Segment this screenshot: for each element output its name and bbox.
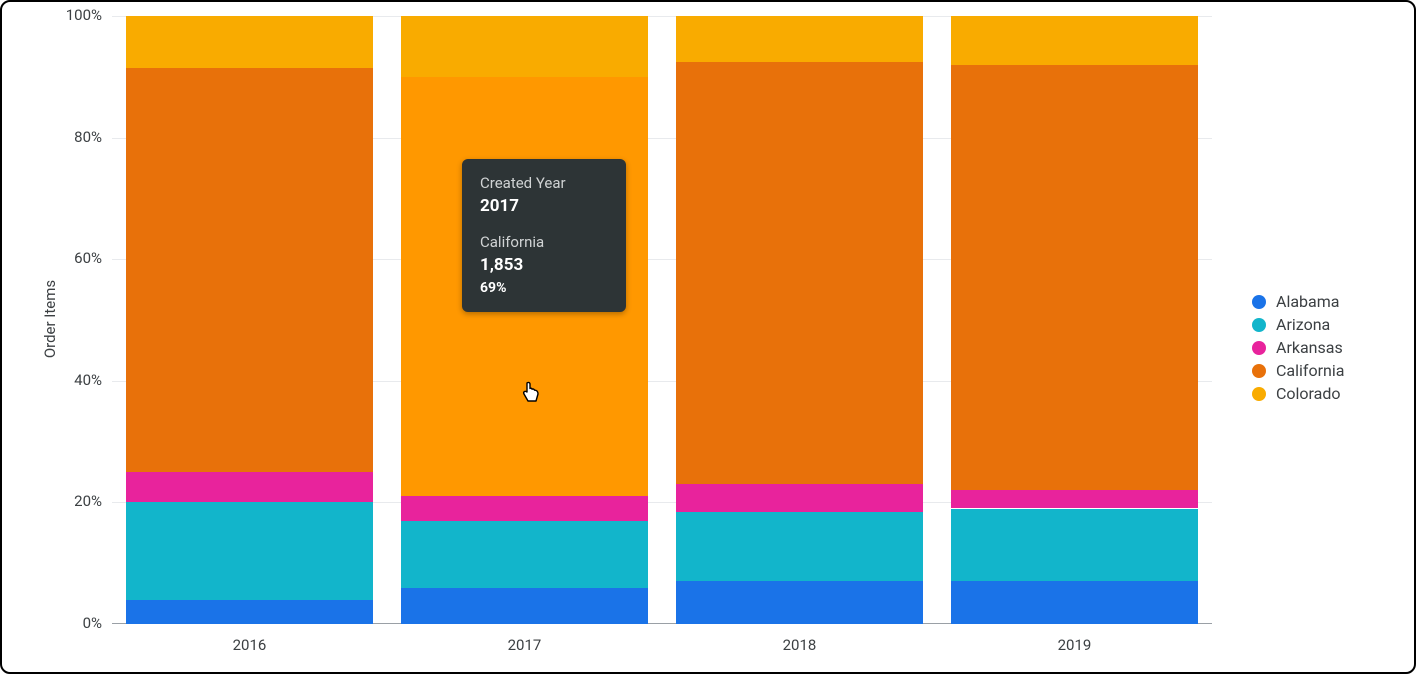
- legend-label: Arkansas: [1276, 338, 1343, 357]
- bar-segment[interactable]: [401, 588, 649, 624]
- legend-swatch: [1252, 364, 1266, 378]
- bar-segment[interactable]: [951, 509, 1199, 582]
- y-tick-label: 20%: [54, 492, 102, 510]
- bar-2017[interactable]: [401, 16, 649, 624]
- bar-segment[interactable]: [401, 521, 649, 588]
- y-tick-label: 40%: [54, 371, 102, 389]
- legend-label: Arizona: [1276, 315, 1330, 334]
- bar-segment[interactable]: [951, 581, 1199, 624]
- legend-item[interactable]: Alabama: [1252, 292, 1344, 311]
- tooltip-series-label: California: [480, 232, 608, 252]
- bar-segment[interactable]: [676, 484, 924, 511]
- tooltip-dim-value: 2017: [480, 195, 608, 218]
- bar-segment[interactable]: [676, 62, 924, 485]
- bar-segment[interactable]: [951, 65, 1199, 491]
- plot-area: [112, 16, 1212, 624]
- x-category-label: 2018: [760, 636, 840, 654]
- tooltip-dim-label: Created Year: [480, 173, 608, 193]
- x-category-label: 2017: [485, 636, 565, 654]
- bar-segment[interactable]: [676, 512, 924, 582]
- y-tick-label: 100%: [54, 6, 102, 24]
- bar-segment[interactable]: [951, 490, 1199, 508]
- x-category-label: 2016: [210, 636, 290, 654]
- legend-swatch: [1252, 318, 1266, 332]
- y-axis-title: Order Items: [41, 279, 59, 359]
- legend: Alabama Arizona Arkansas California Colorado: [1252, 292, 1344, 403]
- legend-swatch: [1252, 341, 1266, 355]
- legend-item[interactable]: California: [1252, 361, 1344, 380]
- chart-frame: Order Items 0% 20% 40% 60% 80% 100% 2016 2017 2…: [0, 0, 1416, 674]
- bar-segment[interactable]: [676, 16, 924, 62]
- bar-segment[interactable]: [126, 502, 374, 599]
- legend-label: Alabama: [1276, 292, 1339, 311]
- tooltip-series-pct: 69%: [480, 279, 608, 298]
- bar-segment[interactable]: [126, 68, 374, 472]
- bar-segment[interactable]: [126, 472, 374, 502]
- bar-segment[interactable]: [401, 496, 649, 520]
- legend-swatch: [1252, 387, 1266, 401]
- legend-label: California: [1276, 361, 1344, 380]
- legend-label: Colorado: [1276, 384, 1341, 403]
- bar-segment[interactable]: [126, 16, 374, 68]
- tooltip: Created Year 2017 California 1,853 69%: [462, 159, 626, 312]
- bar-segment[interactable]: [126, 600, 374, 624]
- legend-swatch: [1252, 295, 1266, 309]
- y-tick-label: 0%: [54, 614, 102, 632]
- bar-segment[interactable]: [401, 16, 649, 77]
- legend-item[interactable]: Arizona: [1252, 315, 1344, 334]
- bar-2018[interactable]: [676, 16, 924, 624]
- bar-segment[interactable]: [676, 581, 924, 624]
- bar-2019[interactable]: [951, 16, 1199, 624]
- y-tick-label: 80%: [54, 128, 102, 146]
- legend-item[interactable]: Arkansas: [1252, 338, 1344, 357]
- legend-item[interactable]: Colorado: [1252, 384, 1344, 403]
- bar-segment[interactable]: [951, 16, 1199, 65]
- x-category-label: 2019: [1035, 636, 1115, 654]
- y-tick-label: 60%: [54, 249, 102, 267]
- bar-2016[interactable]: [126, 16, 374, 624]
- tooltip-series-value: 1,853: [480, 254, 608, 277]
